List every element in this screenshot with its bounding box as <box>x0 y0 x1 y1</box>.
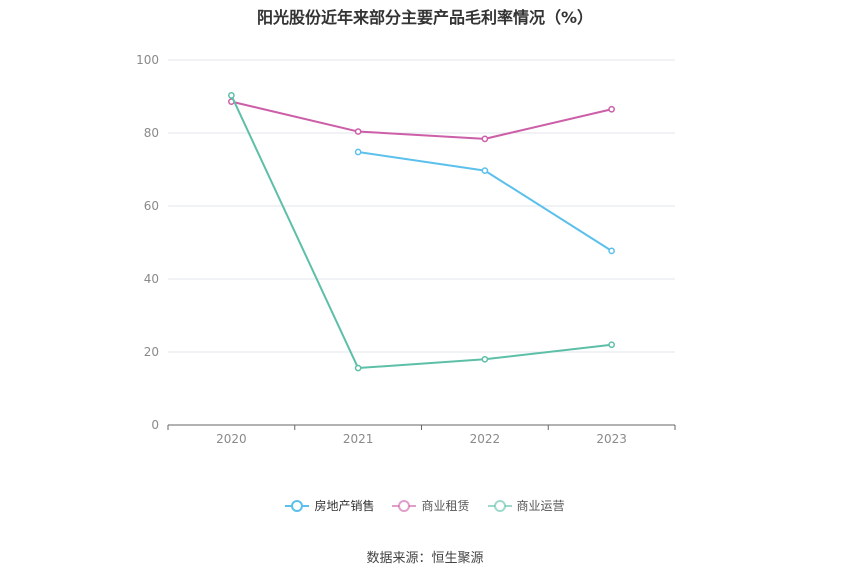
data-point <box>356 149 361 154</box>
legend-label: 商业租赁 <box>421 497 469 514</box>
series-layer <box>229 93 614 371</box>
y-tick-label: 0 <box>151 418 159 432</box>
y-tick-label: 60 <box>144 199 159 213</box>
data-point <box>609 248 614 253</box>
data-point <box>609 342 614 347</box>
data-point <box>482 357 487 362</box>
x-tick-label: 2020 <box>216 432 247 446</box>
x-tick-label: 2022 <box>470 432 501 446</box>
legend-swatch-icon <box>392 499 416 513</box>
data-point <box>356 129 361 134</box>
y-tick-label: 20 <box>144 345 159 359</box>
axes: 0 20 40 60 80 100 2020 2021 2022 2023 <box>136 53 675 446</box>
series-line <box>231 95 611 368</box>
legend-swatch-icon <box>285 499 309 513</box>
data-point <box>356 365 361 370</box>
line-chart: 0 20 40 60 80 100 2020 2021 2022 2023 <box>0 0 850 490</box>
y-tick-label: 80 <box>144 126 159 140</box>
x-tick-label: 2023 <box>596 432 627 446</box>
data-point <box>482 168 487 173</box>
source-note: 数据来源：恒生聚源 <box>0 547 850 566</box>
legend-label: 商业运营 <box>517 497 565 514</box>
legend-item[interactable]: 商业运营 <box>488 497 565 514</box>
legend-item[interactable]: 房地产销售 <box>285 497 374 514</box>
legend-swatch-icon <box>488 499 512 513</box>
data-point <box>609 107 614 112</box>
y-tick-label: 40 <box>144 272 159 286</box>
legend-label: 房地产销售 <box>314 497 374 514</box>
data-point <box>229 93 234 98</box>
data-point <box>482 136 487 141</box>
legend: 房地产销售 商业租赁 商业运营 <box>0 497 850 514</box>
x-tick-label: 2021 <box>343 432 374 446</box>
y-tick-label: 100 <box>136 53 159 67</box>
series-line <box>358 152 612 251</box>
legend-item[interactable]: 商业租赁 <box>392 497 469 514</box>
